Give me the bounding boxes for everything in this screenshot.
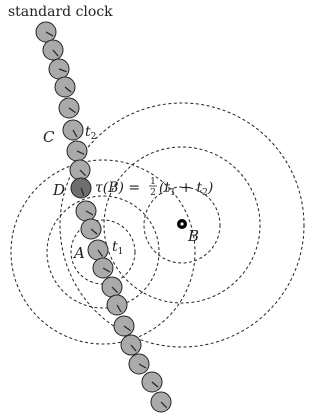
- label-t1: t1: [112, 239, 123, 257]
- clock-hand: [111, 286, 119, 294]
- clock-hand: [80, 187, 85, 196]
- clock-hand: [97, 249, 104, 257]
- clock-hand: [68, 107, 76, 114]
- clock-hand: [85, 210, 94, 216]
- clock-hand: [76, 150, 85, 155]
- clock-hand: [58, 68, 67, 73]
- clock-hand: [90, 228, 98, 235]
- clock-hand: [151, 381, 159, 388]
- formula-half-denominator: 2: [150, 188, 156, 198]
- clock-hand: [116, 304, 122, 313]
- circle-around-A-mid: [46, 195, 160, 309]
- light-circles: [10, 102, 305, 348]
- label-B: B: [187, 227, 199, 245]
- diagram-caption: standard clock: [8, 4, 113, 20]
- clock-hand: [64, 86, 72, 93]
- clock-hand: [160, 401, 168, 409]
- circle-around-B-mid: [103, 146, 261, 304]
- formula-lhs: τ(B) =: [95, 180, 140, 196]
- standard-clock-worldline: [35, 21, 172, 413]
- label-t2: t2: [85, 124, 96, 142]
- circle-around-B-small: [143, 186, 221, 264]
- label-A: A: [72, 244, 85, 262]
- clock-hand: [79, 169, 87, 177]
- clock-hand: [72, 129, 78, 138]
- label-D: D: [52, 181, 65, 199]
- circle-around-A-large: [10, 159, 196, 345]
- circle-around-B-large: [59, 102, 305, 348]
- clock-hand: [102, 267, 111, 273]
- formula-rhs: (t1 + t2): [159, 180, 213, 198]
- label-C: C: [43, 128, 55, 146]
- clock-hand: [138, 363, 147, 369]
- tau-formula: τ(B) = 1 2 (t1 + t2): [95, 177, 213, 198]
- clock-hand: [45, 31, 54, 37]
- clock-hand: [123, 325, 131, 332]
- clock-hand: [130, 344, 137, 352]
- clock-hand: [52, 49, 59, 57]
- event-B-point-center: [180, 222, 184, 226]
- formula-half-numerator: 1: [150, 177, 156, 187]
